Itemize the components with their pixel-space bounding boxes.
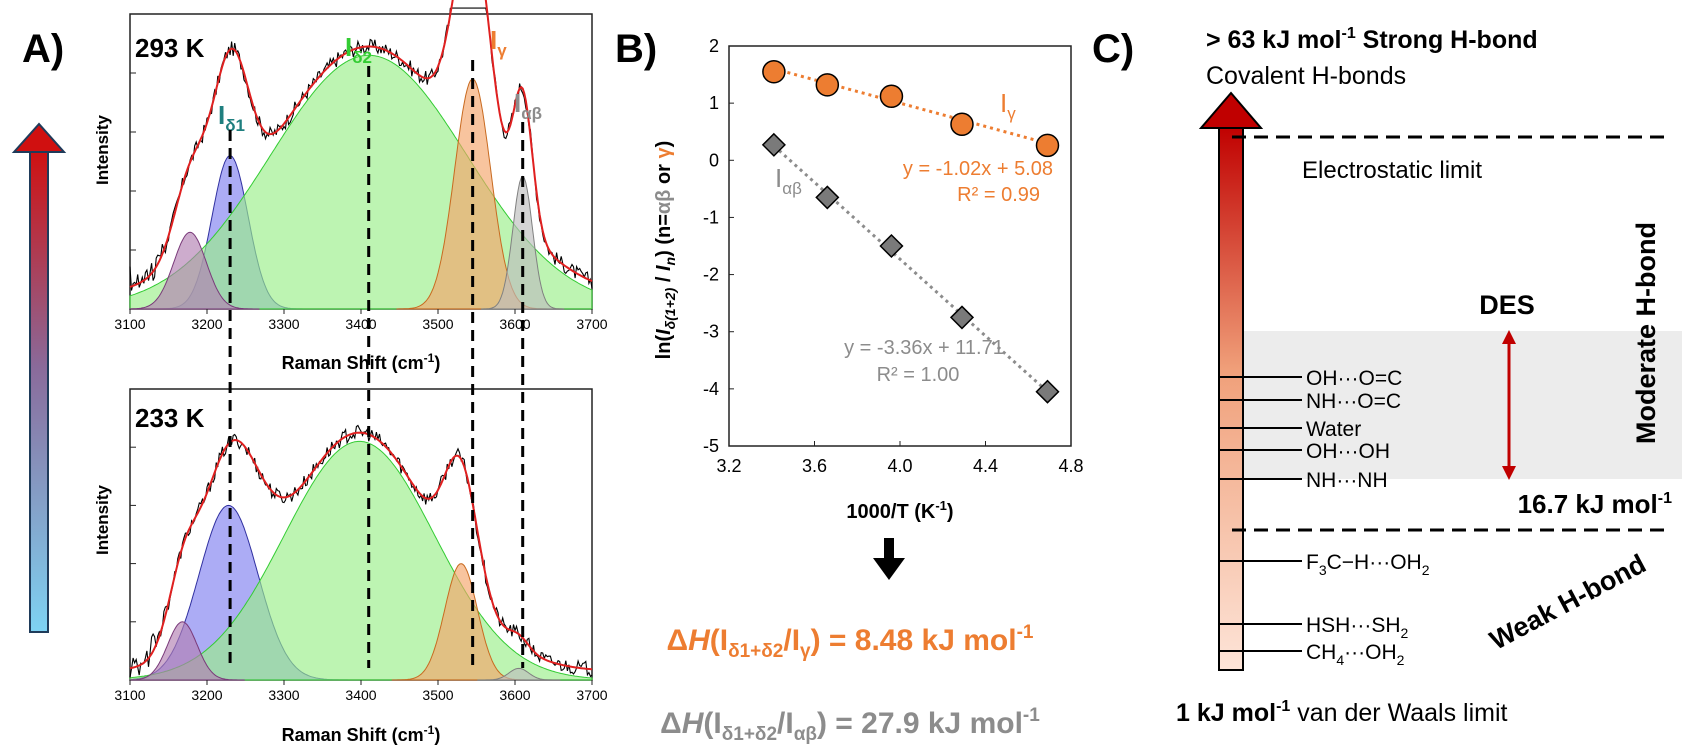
des-label: DES (1479, 290, 1535, 320)
fit-line-ab (772, 144, 1049, 393)
covalent-hbond-label: Covalent H-bonds (1206, 62, 1406, 90)
xtick-label: 3500 (422, 687, 453, 703)
xtick-label: 3600 (499, 316, 530, 332)
xtick-label: 3400 (345, 687, 376, 703)
point-ab-4 (1035, 379, 1060, 404)
r2-ab: R² = 1.00 (877, 364, 960, 386)
series-gamma-label: Iγ (1000, 88, 1016, 123)
b-xtick-label: 3.2 (716, 456, 741, 476)
xtick-label: 3300 (268, 687, 299, 703)
xtick-label: 3100 (114, 687, 145, 703)
level-label-0: OH···O=C (1306, 367, 1402, 390)
fit-peak-αβ (477, 667, 561, 681)
panel-c-label: C) (1092, 27, 1134, 71)
down-arrow (873, 538, 905, 580)
b-ytick-label: 1 (709, 93, 719, 113)
bottom-temp-label: 233 K (135, 403, 205, 433)
xtick-label: 3700 (576, 316, 607, 332)
point-ab-0 (761, 132, 786, 157)
panel-c: C) > 63 kJ mol-1 Strong H-bond Covalent … (1092, 25, 1682, 727)
bottom-xlabel: Raman Shift (cm-1) (282, 723, 441, 745)
point-gamma-1 (815, 73, 840, 97)
temperature-arrow (11, 122, 67, 633)
fit-envelope (129, 431, 593, 671)
panel-a-label: A) (22, 27, 64, 71)
fit-line-gamma (773, 67, 1048, 145)
b-ytick-label: -5 (703, 436, 719, 456)
energy-arrow (1198, 91, 1264, 671)
peak-position-guides (228, 60, 525, 668)
plot-b-ylabel: ln(Iδ(1+2) / In) (n=αβ or γ) (653, 141, 678, 360)
weak-level-label-2: CH4···OH2 (1306, 641, 1405, 668)
b-ytick-label: 2 (709, 36, 719, 56)
panel-b-label: B) (615, 27, 657, 71)
mid-energy-label: 16.7 kJ mol-1 (1518, 489, 1673, 519)
strong-hbond-label: > 63 kJ mol-1 Strong H-bond (1206, 25, 1538, 54)
bottom-raman-plot (129, 424, 593, 681)
b-xtick-label: 3.6 (802, 456, 827, 476)
b-ytick-label: 0 (709, 150, 719, 170)
xtick-label: 3700 (576, 687, 607, 703)
point-gamma-3 (950, 112, 974, 137)
point-ab-2 (879, 233, 904, 259)
xtick-label: 3100 (114, 316, 145, 332)
top-ylabel: Intensity (93, 115, 112, 185)
delta-h-gamma: ΔH(Iδ1+δ2/Iγ) = 8.48 kJ mol-1 (667, 622, 1034, 662)
electrostatic-limit-label: Electrostatic limit (1302, 157, 1482, 184)
xtick-label: 3500 (422, 316, 453, 332)
point-gamma-4 (1035, 133, 1060, 158)
fit-peak-extra (129, 231, 260, 310)
fit-peak-extra (129, 621, 245, 681)
b-ytick-label: -4 (703, 379, 719, 399)
eq-ab: y = -3.36x + 11.71 (844, 337, 1004, 359)
xtick-label: 3600 (499, 687, 530, 703)
raw-spectrum (129, 424, 593, 678)
point-ab-1 (815, 185, 840, 210)
delta-h-ab: ΔH(Iδ1+δ2/Iαβ) = 27.9 kJ mol-1 (660, 705, 1040, 745)
level-label-3: OH···OH (1306, 440, 1390, 463)
van-t-hoff-plot: 3.2 3.6 4.0 4.4 4.8 2 1 0 -1 -2 -3 -4 -5 (703, 36, 1084, 476)
des-range-arrow (1502, 330, 1516, 480)
peak-label-ab: Iαβ (514, 88, 542, 123)
plot-b-xlabel: 1000/T (K-1) (846, 498, 953, 523)
panel-a: A) 293 K Intensity 3100 3200 3300 3400 3500 3… (11, 0, 608, 745)
top-xlabel: Raman Shift (cm-1) (282, 351, 441, 373)
weak-level-label-0: F3C−H···OH2 (1306, 551, 1430, 578)
bottom-xticks: 3100 3200 3300 3400 3500 3600 3700 (114, 446, 608, 703)
top-xticks: 3100 3200 3300 3400 3500 3600 3700 (114, 72, 608, 332)
bottom-ylabel: Intensity (93, 485, 112, 555)
b-ytick-label: -1 (703, 207, 719, 227)
level-label-4: NH···NH (1306, 469, 1388, 492)
panel-b: B) 3.2 3.6 4.0 4.4 4.8 2 1 0 -1 -2 -3 -4 -5 ln(Iδ(1+… (615, 27, 1084, 745)
series-ab-label: Iαβ (775, 163, 802, 198)
top-temp-label: 293 K (135, 33, 205, 63)
b-xtick-label: 4.4 (973, 456, 998, 476)
r2-gamma: R² = 0.99 (957, 184, 1040, 206)
eq-gamma: y = -1.02x + 5.08 (903, 158, 1053, 180)
fit-envelope (129, 0, 593, 288)
xtick-label: 3300 (268, 316, 299, 332)
b-xtick-label: 4.8 (1058, 456, 1083, 476)
weak-level-label-1: HSH···SH2 (1306, 614, 1409, 641)
xtick-label: 3400 (345, 316, 376, 332)
b-ytick-label: -3 (703, 322, 719, 342)
peak-label-g: Iγ (490, 25, 507, 60)
point-gamma-2 (879, 84, 904, 109)
xtick-label: 3200 (191, 687, 222, 703)
moderate-hbond-label: Moderate H-bond (1631, 222, 1661, 444)
des-region (1232, 331, 1682, 479)
peak-label-d1: Iδ1 (218, 100, 245, 135)
point-gamma-0 (762, 59, 786, 84)
level-label-1: NH···O=C (1306, 390, 1401, 413)
b-ytick-label: -2 (703, 265, 719, 285)
peak-label-d2: Iδ2 (345, 32, 372, 67)
weak-hbond-label: Weak H-bond (1485, 548, 1651, 655)
xtick-label: 3200 (191, 316, 222, 332)
point-ab-3 (949, 305, 975, 330)
b-xtick-label: 4.0 (887, 456, 912, 476)
level-label-2: Water (1306, 418, 1361, 441)
vdw-limit-label: 1 kJ mol-1 van der Waals limit (1176, 698, 1508, 727)
